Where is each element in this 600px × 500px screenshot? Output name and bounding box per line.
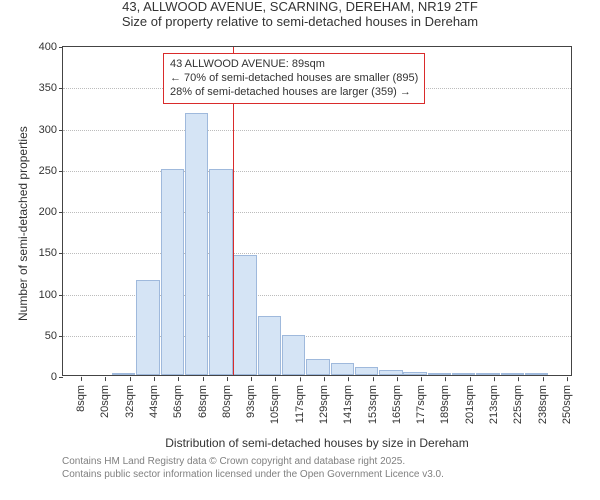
x-tick-label: 32sqm <box>124 381 136 418</box>
y-tick-label: 150 <box>39 247 63 259</box>
x-axis-label: Distribution of semi-detached houses by … <box>62 436 572 450</box>
grid-line <box>63 212 571 213</box>
x-tick-label: 177sqm <box>415 381 427 424</box>
x-tick-label: 117sqm <box>294 381 306 423</box>
grid-line <box>63 171 571 172</box>
grid-line <box>63 130 571 131</box>
footer-line: Contains HM Land Registry data © Crown c… <box>62 456 444 469</box>
x-tick-label: 56sqm <box>172 381 184 418</box>
annotation-line: 28% of semi-detached houses are larger (… <box>170 86 418 100</box>
y-axis-label: Number of semi-detached properties <box>16 126 30 321</box>
y-tick-label: 50 <box>45 330 63 342</box>
histogram-bar <box>403 372 426 375</box>
annotation-line: 43 ALLWOOD AVENUE: 89sqm <box>170 58 418 72</box>
x-tick-label: 141sqm <box>342 381 354 424</box>
histogram-bar <box>136 280 159 375</box>
x-tick-label: 238sqm <box>537 381 549 424</box>
histogram-bar <box>161 169 184 375</box>
histogram-bar <box>501 373 524 375</box>
y-tick-label: 350 <box>39 82 63 94</box>
histogram-bar <box>185 113 208 375</box>
y-tick-label: 100 <box>39 289 63 301</box>
histogram-plot: 0501001502002503003504008sqm20sqm32sqm44… <box>62 46 572 376</box>
histogram-bar <box>452 373 475 375</box>
histogram-bar <box>355 367 378 375</box>
y-tick-label: 200 <box>39 206 63 218</box>
x-tick-label: 153sqm <box>367 381 379 424</box>
histogram-bar <box>233 255 256 375</box>
x-tick-label: 129sqm <box>318 381 330 424</box>
histogram-bar <box>476 373 499 375</box>
annotation-box: 43 ALLWOOD AVENUE: 89sqm ← 70% of semi-d… <box>163 53 425 104</box>
x-tick-label: 250sqm <box>561 381 573 424</box>
x-tick-label: 93sqm <box>245 381 257 418</box>
footer-line: Contains public sector information licen… <box>62 469 444 482</box>
y-tick-label: 300 <box>39 124 63 136</box>
histogram-bar <box>306 359 329 376</box>
histogram-bar <box>525 373 548 375</box>
x-tick-label: 80sqm <box>221 381 233 418</box>
x-tick-label: 105sqm <box>269 381 281 424</box>
x-tick-label: 165sqm <box>391 381 403 424</box>
histogram-bar <box>282 335 305 375</box>
y-tick-label: 250 <box>39 165 63 177</box>
histogram-bar <box>112 373 135 375</box>
histogram-bar <box>258 316 281 375</box>
histogram-bar <box>428 373 451 375</box>
footer-attribution: Contains HM Land Registry data © Crown c… <box>62 456 444 481</box>
y-tick-label: 400 <box>39 41 63 53</box>
y-tick-label: 0 <box>51 371 63 383</box>
x-tick-label: 44sqm <box>148 381 160 418</box>
grid-line <box>63 253 571 254</box>
x-tick-label: 213sqm <box>488 381 500 424</box>
page-title-line2: Size of property relative to semi-detach… <box>0 15 600 30</box>
x-tick-label: 8sqm <box>75 381 87 412</box>
x-tick-label: 201sqm <box>464 381 476 424</box>
x-tick-label: 20sqm <box>99 381 111 418</box>
page-title-line1: 43, ALLWOOD AVENUE, SCARNING, DEREHAM, N… <box>0 0 600 15</box>
x-tick-label: 225sqm <box>512 381 524 424</box>
histogram-bar <box>331 363 354 375</box>
histogram-bar <box>209 169 232 375</box>
histogram-bar <box>379 370 402 375</box>
annotation-line: ← 70% of semi-detached houses are smalle… <box>170 72 418 86</box>
x-tick-label: 68sqm <box>197 381 209 418</box>
x-tick-label: 189sqm <box>439 381 451 424</box>
